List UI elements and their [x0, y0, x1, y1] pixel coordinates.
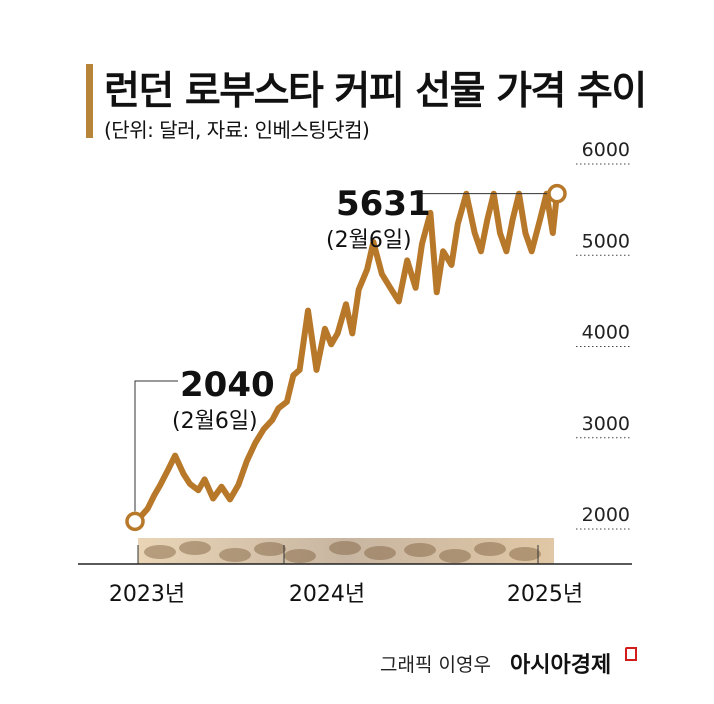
brand-logo-text: 아시아경제 — [510, 653, 612, 678]
chart-subtitle: (단위: 달러, 자료: 인베스팅닷컴) — [104, 118, 370, 142]
x-axis-ticks: 2023년 2024년 2025년 — [109, 545, 583, 607]
x-tick-label: 2025년 — [507, 582, 583, 607]
brand-mark-icon — [625, 647, 637, 661]
graphic-credit: 그래픽 이영우 — [380, 654, 491, 676]
title-accent-bar — [86, 64, 93, 138]
coffee-bean — [364, 546, 396, 560]
y-tick-label: 5000 — [582, 230, 630, 252]
y-tick-label: 6000 — [582, 139, 630, 161]
y-tick-label: 3000 — [582, 413, 630, 435]
chart-title: 런던 로부스타 커피 선물 가격 추이 — [104, 69, 647, 114]
coffee-bean — [284, 549, 316, 563]
annotations: 2040 (2월6일) 5631 (2월6일) — [134, 184, 547, 512]
price-line — [132, 190, 560, 525]
end-value-label: 5631 — [336, 184, 431, 224]
price-line-series — [125, 183, 567, 532]
start-point-marker — [125, 511, 145, 532]
y-tick-label: 4000 — [582, 322, 630, 344]
y-tick-label: 2000 — [582, 504, 630, 526]
start-date-label: (2월6일) — [172, 409, 258, 434]
coffee-bean — [254, 542, 286, 556]
end-date-label: (2월6일) — [326, 228, 412, 253]
coffee-bean — [439, 549, 471, 563]
coffee-bean — [219, 548, 251, 562]
x-tick-label: 2023년 — [109, 582, 185, 607]
y-axis-ticks: 2000 3000 4000 5000 6000 — [582, 139, 630, 526]
coffee-bean — [144, 545, 176, 559]
beans-band-base — [138, 538, 554, 564]
coffee-bean — [474, 542, 506, 556]
x-tick-label: 2024년 — [289, 582, 365, 607]
start-value-label: 2040 — [180, 365, 275, 405]
coffee-bean — [179, 541, 211, 555]
end-point-marker — [547, 183, 567, 204]
coffee-bean — [329, 541, 361, 555]
start-leader-line — [134, 380, 178, 512]
coffee-beans-image — [138, 538, 554, 564]
coffee-bean — [509, 547, 541, 561]
coffee-bean — [404, 543, 436, 557]
chart-grid — [576, 163, 632, 530]
